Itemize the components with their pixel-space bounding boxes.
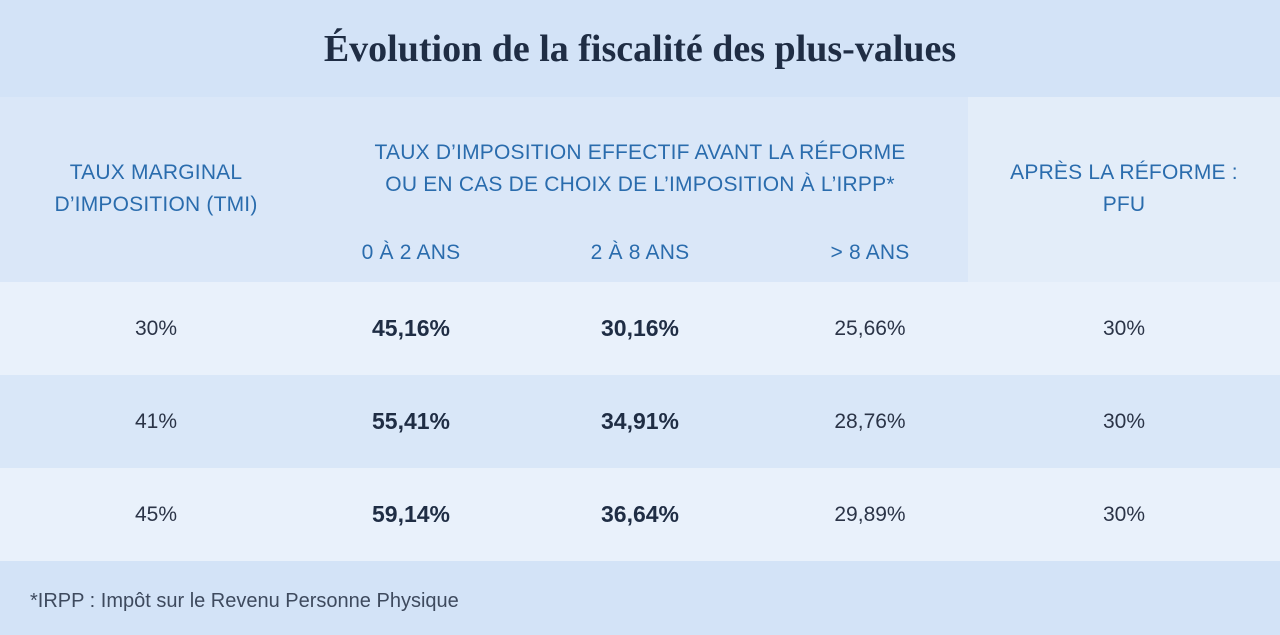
header-0-2-years: 0 À 2 ANS <box>361 241 461 264</box>
tax-table: TAUX MARGINAL D’IMPOSITION (TMI) TAUX D’… <box>0 97 1280 561</box>
table-row: 30% 45,16% 30,16% 25,66% 30% <box>0 282 1280 375</box>
table-row: 45% 59,14% 36,64% 29,89% 30% <box>0 468 1280 561</box>
header-tmi-line2: D’IMPOSITION (TMI) <box>54 193 258 216</box>
cell-pfu: 30% <box>1102 409 1146 433</box>
table-row: 41% 55,41% 34,91% 28,76% 30% <box>0 375 1280 468</box>
cell-over-8-years: 25,66% <box>834 316 906 340</box>
header-pfu: APRÈS LA RÉFORME : PFU <box>968 157 1280 221</box>
cell-over-8-years: 28,76% <box>834 409 906 433</box>
header-tmi: TAUX MARGINAL D’IMPOSITION (TMI) <box>0 157 312 221</box>
header-over-8-years: > 8 ANS <box>830 241 910 264</box>
header-2-8-years: 2 À 8 ANS <box>590 241 690 264</box>
cell-tmi: 45% <box>134 502 178 526</box>
cell-0-2-years: 59,14% <box>371 501 450 527</box>
cell-2-8-years: 34,91% <box>600 408 679 434</box>
cell-0-2-years: 55,41% <box>371 408 450 434</box>
header-effective-line1: TAUX D’IMPOSITION EFFECTIF AVANT LA RÉFO… <box>374 141 906 164</box>
cell-over-8-years: 29,89% <box>834 502 906 526</box>
cell-tmi: 41% <box>134 409 178 433</box>
cell-0-2-years: 45,16% <box>371 315 450 341</box>
header-effective-rate: TAUX D’IMPOSITION EFFECTIF AVANT LA RÉFO… <box>312 137 968 201</box>
header-pfu-line2: PFU <box>1102 193 1146 216</box>
cell-pfu: 30% <box>1102 502 1146 526</box>
footnote: *IRPP : Impôt sur le Revenu Personne Phy… <box>30 590 459 612</box>
header-tmi-line1: TAUX MARGINAL <box>69 161 243 184</box>
cell-2-8-years: 36,64% <box>600 501 679 527</box>
cell-tmi: 30% <box>134 316 178 340</box>
table-header: TAUX MARGINAL D’IMPOSITION (TMI) TAUX D’… <box>0 97 1280 282</box>
pfu-column-background <box>968 97 1280 282</box>
cell-pfu: 30% <box>1102 316 1146 340</box>
cell-2-8-years: 30,16% <box>600 315 679 341</box>
page-title: Évolution de la fiscalité des plus-value… <box>323 27 957 70</box>
header-effective-line2: OU EN CAS DE CHOIX DE L’IMPOSITION À L’I… <box>385 173 895 196</box>
header-pfu-line1: APRÈS LA RÉFORME : <box>1010 161 1238 184</box>
